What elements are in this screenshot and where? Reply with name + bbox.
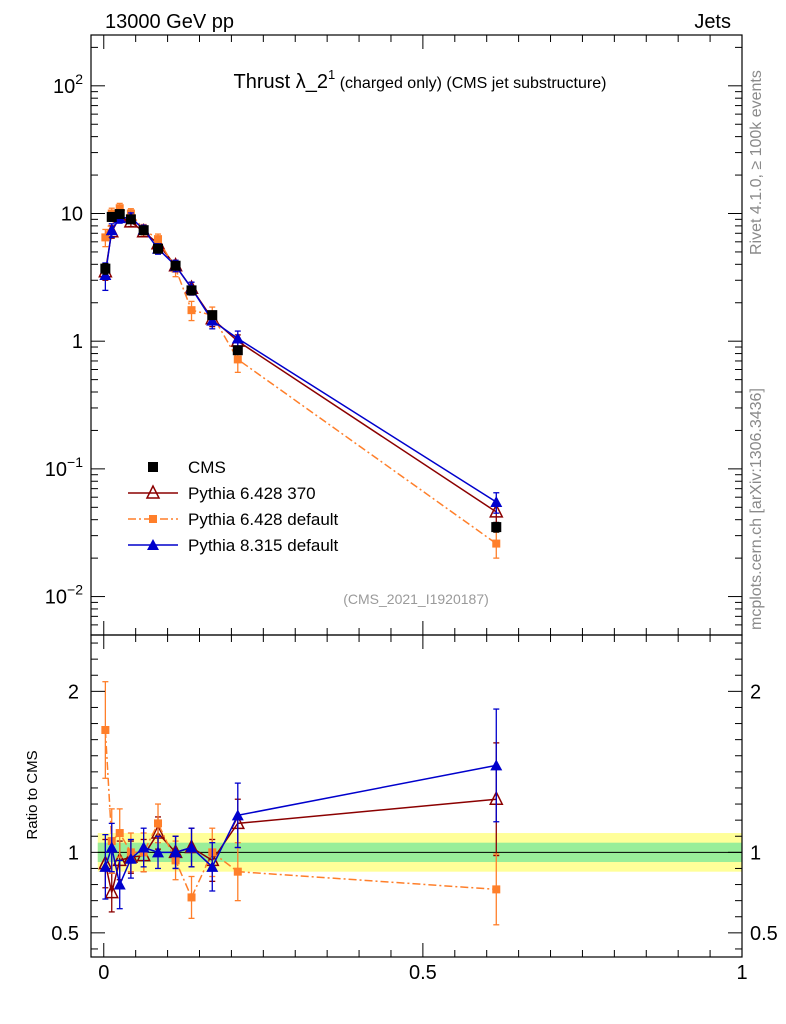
- legend-entry: Pythia 6.428 370: [128, 484, 316, 503]
- series-pythia-6-428-370: [98, 208, 504, 524]
- ratio-plot: [98, 681, 504, 926]
- legend-marker: [148, 462, 158, 472]
- mcplots-note: mcplots.cern.ch [arXiv:1306.3436]: [748, 388, 765, 630]
- ratio-point: [113, 878, 126, 890]
- rivet-note: Rivet 4.1.0, ≥ 100k events: [748, 70, 765, 255]
- data-point: [114, 209, 125, 220]
- ratio-frame: [90, 634, 743, 958]
- ratio-tick-label-right: 2: [750, 681, 761, 703]
- ratio-tick-label-right: 0.5: [750, 923, 778, 945]
- chart-title-sup: 1: [328, 67, 335, 82]
- y-tick-label-base: 1: [72, 331, 83, 353]
- x-tick-label: 1: [736, 962, 747, 984]
- y-tick-label: 10: [61, 203, 83, 225]
- legend-marker: [149, 515, 157, 523]
- series-pythia-8-315-default: [99, 211, 503, 514]
- y-tick-label-exp: −1: [67, 454, 83, 470]
- y-tick-label-base: 10: [61, 203, 83, 225]
- ratio-point: [115, 829, 124, 838]
- chart-title-main: Thrust λ_2: [234, 71, 328, 93]
- legend: CMS Pythia 6.428 370 Pythia 6.428 default P…: [128, 458, 339, 555]
- ratio-tick-label-left: 0.5: [51, 923, 79, 945]
- ratio-point: [99, 860, 112, 872]
- ratio-uncertainty-band: [97, 833, 742, 872]
- ratio-series-pythia-8-315-default: [99, 708, 503, 910]
- ratio-point: [152, 846, 165, 858]
- data-point: [100, 263, 111, 274]
- data-point: [491, 522, 502, 533]
- data-point: [101, 233, 110, 242]
- data-point: [153, 243, 164, 254]
- ratio-point: [105, 841, 118, 853]
- legend-label: Pythia 8.315 default: [188, 536, 339, 555]
- analysis-tag: (CMS_2021_I1920187): [343, 591, 489, 607]
- ratio-point: [124, 852, 137, 864]
- data-point: [207, 310, 218, 321]
- ratio-point: [101, 725, 110, 734]
- data-point: [232, 345, 243, 356]
- data-point: [187, 306, 196, 315]
- series-pythia-6-428-default: [101, 202, 501, 559]
- data-point: [154, 235, 163, 244]
- y-tick-label: 102: [53, 71, 83, 98]
- legend-entry: Pythia 8.315 default: [128, 536, 339, 555]
- data-point: [490, 496, 503, 508]
- data-point: [233, 355, 242, 364]
- legend-label: CMS: [188, 458, 226, 477]
- data-point: [125, 214, 136, 225]
- y-tick-label-base: 10: [45, 587, 67, 609]
- legend-entry: CMS: [148, 458, 226, 477]
- data-point: [489, 503, 504, 518]
- data-point: [105, 224, 118, 236]
- header-right: Jets: [694, 11, 731, 33]
- ratio-point: [187, 893, 196, 902]
- chart-title: Thrust λ_21 (charged only) (CMS jet subs…: [234, 67, 607, 93]
- ratio-point: [233, 867, 242, 876]
- series-line: [104, 215, 497, 513]
- ratio-line: [104, 729, 497, 900]
- y-tick-label: 1: [72, 331, 83, 353]
- ratio-point: [231, 809, 244, 821]
- data-point: [231, 332, 244, 344]
- data-point: [106, 211, 117, 222]
- ratio-point: [490, 759, 503, 771]
- y-tick-label-exp: 2: [75, 71, 83, 87]
- x-tick-label: 0.5: [409, 962, 437, 984]
- ratio-point: [169, 846, 182, 858]
- ratio-axis-label: Ratio to CMS: [24, 750, 41, 839]
- ratio-tick-label-left: 2: [68, 681, 79, 703]
- header-left: 13000 GeV pp: [105, 11, 234, 33]
- y-tick-label-exp: −2: [67, 582, 83, 598]
- legend-marker: [145, 484, 161, 499]
- ratio-point: [206, 860, 219, 872]
- y-tick-label-base: 10: [53, 76, 75, 98]
- series-line: [104, 216, 497, 503]
- data-point: [170, 260, 181, 271]
- legend-marker: [147, 539, 159, 550]
- ratio-tick-label-right: 1: [750, 842, 761, 864]
- x-tick-label: 0: [98, 962, 109, 984]
- legend-label: Pythia 6.428 370: [188, 484, 316, 503]
- y-tick-label: 10−2: [45, 582, 83, 609]
- ratio-point: [492, 885, 501, 894]
- chart-title-rest: (charged only) (CMS jet substructure): [335, 75, 606, 92]
- data-point: [186, 285, 197, 296]
- data-point: [138, 225, 149, 236]
- ratio-point: [104, 883, 119, 899]
- ratio-point: [154, 819, 163, 828]
- y-tick-label-base: 10: [45, 459, 67, 481]
- ratio-tick-label-left: 1: [68, 842, 79, 864]
- ratio-point: [137, 841, 150, 853]
- legend-entry: Pythia 6.428 default: [128, 510, 339, 529]
- series-cms: [100, 209, 502, 533]
- main-plot: [98, 202, 504, 559]
- ratio-point: [185, 841, 198, 853]
- y-tick-label: 10−1: [45, 454, 83, 481]
- data-point: [492, 539, 501, 548]
- legend-label: Pythia 6.428 default: [188, 510, 339, 529]
- data-point: [115, 204, 124, 213]
